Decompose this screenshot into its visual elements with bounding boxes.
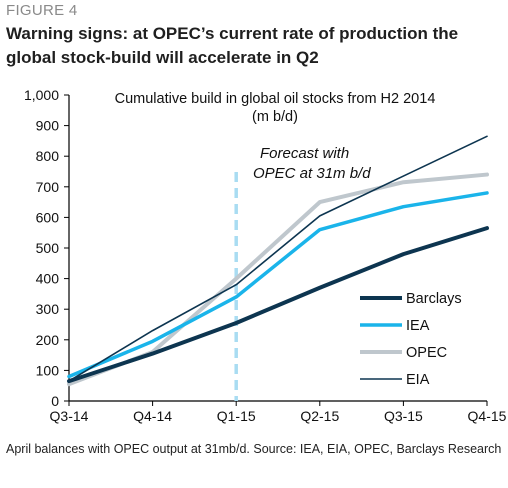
source-note: April balances with OPEC output at 31mb/… bbox=[6, 442, 502, 456]
y-tick-label: 100 bbox=[36, 362, 60, 378]
line-chart: 0 100 200 300 400 500 600 700 800 900 1,000 Q3-14 Q4… bbox=[24, 87, 507, 424]
forecast-label: Forecast with bbox=[260, 145, 349, 162]
y-tick-label: 900 bbox=[36, 118, 60, 134]
x-tick-label: Q4-15 bbox=[468, 408, 507, 424]
legend-label-opec: OPEC bbox=[406, 345, 447, 361]
series-line-iea bbox=[67, 191, 489, 379]
x-tick-label: Q1-15 bbox=[217, 408, 256, 424]
y-tick-label: 0 bbox=[51, 393, 59, 409]
x-tick-label: Q4-14 bbox=[133, 408, 172, 424]
chart-headline: Warning signs: at OPEC’s current rate of… bbox=[6, 24, 459, 67]
forecast-label: OPEC at 31m b/d bbox=[253, 165, 371, 182]
y-tick-label: 500 bbox=[36, 240, 60, 256]
series-line-barclays bbox=[67, 226, 489, 384]
y-tick-label: 400 bbox=[36, 271, 60, 287]
x-tick-label: Q3-14 bbox=[50, 408, 89, 424]
legend-label-iea: IEA bbox=[406, 318, 430, 334]
x-tick-label: Q2-15 bbox=[300, 408, 339, 424]
y-tick-label: 300 bbox=[36, 301, 60, 317]
x-tick-label: Q3-15 bbox=[384, 408, 423, 424]
y-tick-label: 200 bbox=[36, 332, 60, 348]
y-tick-label: 700 bbox=[36, 179, 60, 195]
figure-label: FIGURE 4 bbox=[6, 2, 78, 19]
legend-label-barclays: Barclays bbox=[406, 291, 462, 307]
chart-unit: (m b/d) bbox=[252, 109, 298, 125]
y-tick-label: 800 bbox=[36, 148, 60, 164]
series-line-eia bbox=[68, 135, 488, 382]
y-tick-label: 1,000 bbox=[24, 87, 59, 103]
chart-title: Cumulative build in global oil stocks fr… bbox=[115, 91, 436, 107]
legend-label-eia: EIA bbox=[406, 372, 430, 388]
y-tick-label: 600 bbox=[36, 209, 60, 225]
